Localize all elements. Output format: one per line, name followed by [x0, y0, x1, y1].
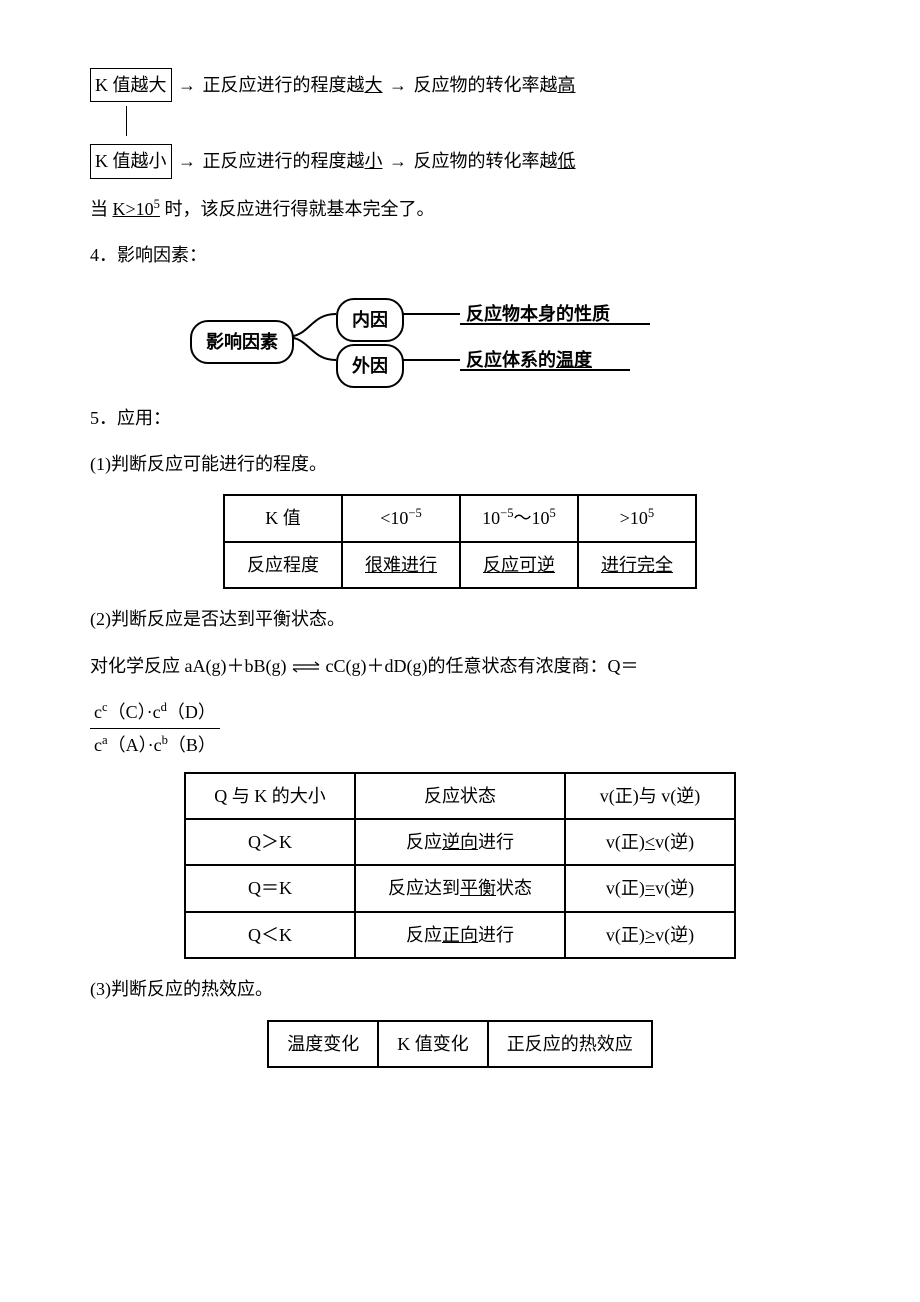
text-underline: 高 [558, 75, 576, 95]
text: 正反应进行的程度越 [203, 75, 365, 95]
text: 对化学反应 aA(g)＋bB(g) [90, 656, 286, 676]
app3-heading: (3)判断反应的热效应。 [90, 973, 830, 1005]
section-4-heading: 4．影响因素： [90, 239, 830, 271]
text-underline: 小 [365, 151, 383, 171]
cell: 很难进行 [342, 542, 460, 588]
section-5-heading: 5．应用： [90, 402, 830, 434]
cell: 反应达到平衡状态 [355, 865, 565, 911]
heat-effect-table: 温度变化 K 值变化 正反应的热效应 [267, 1020, 653, 1068]
cell: Q＞K [185, 819, 355, 865]
app2-heading: (2)判断反应是否达到平衡状态。 [90, 603, 830, 635]
cell: 反应程度 [224, 542, 342, 588]
cell: <10−5 [342, 495, 460, 541]
factor-inner-pill: 内因 [336, 298, 404, 342]
table-row: Q＞K 反应逆向进行 v(正)<v(逆) [185, 819, 735, 865]
cell: 反应正向进行 [355, 912, 565, 958]
header-cell: Q 与 K 的大小 [185, 773, 355, 819]
text-underline: 温度 [556, 350, 592, 370]
k-threshold-sentence: 当 K>105 时，该反应进行得就基本完全了。 [90, 193, 830, 225]
fraction-numerator: cc（C）·cd（D） [90, 696, 220, 729]
vertical-connector [90, 106, 830, 136]
text: 时，该反应进行得就基本完全了。 [160, 199, 435, 219]
text: 反应物的转化率越 [414, 75, 558, 95]
table-row: 温度变化 K 值变化 正反应的热效应 [268, 1021, 652, 1067]
k-range-table: K 值 <10−5 10−5～105 >105 反应程度 很难进行 反应可逆 进… [223, 494, 697, 589]
header-cell: 温度变化 [268, 1021, 378, 1067]
fraction-denominator: ca（A）·cb（B） [90, 729, 220, 761]
factor-inner-label: 反应物本身的性质 [466, 298, 610, 330]
text: 反应体系的 [466, 350, 556, 370]
q-k-table: Q 与 K 的大小 反应状态 v(正)与 v(逆) Q＞K 反应逆向进行 v(正… [184, 772, 736, 960]
arrow-icon: → [176, 145, 198, 177]
arrow-icon: → [387, 69, 409, 101]
equilibrium-arrow-icon [291, 660, 321, 674]
table-row: 反应程度 很难进行 反应可逆 进行完全 [224, 542, 696, 588]
k-small-box: K 值越小 [90, 144, 172, 178]
factor-outer-pill: 外因 [336, 344, 404, 388]
header-cell: v(正)与 v(逆) [565, 773, 735, 819]
cell: 10−5～105 [460, 495, 578, 541]
k-large-line: K 值越大 → 正反应进行的程度越大 → 反应物的转化率越高 [90, 68, 830, 102]
k-small-line: K 值越小 → 正反应进行的程度越小 → 反应物的转化率越低 [90, 144, 830, 178]
text: 反应物的转化率越 [414, 151, 558, 171]
header-cell: 反应状态 [355, 773, 565, 819]
text: cC(g)＋dD(g)的任意状态有浓度商：Q＝ [325, 656, 638, 676]
app1-heading: (1)判断反应可能进行的程度。 [90, 448, 830, 480]
arrow-icon: → [176, 69, 198, 101]
cell: v(正)<v(逆) [565, 819, 735, 865]
text: 正反应进行的程度越 [203, 151, 365, 171]
table-row: Q＜K 反应正向进行 v(正)>v(逆) [185, 912, 735, 958]
cell: v(正)=v(逆) [565, 865, 735, 911]
cell: Q＝K [185, 865, 355, 911]
k-large-box: K 值越大 [90, 68, 172, 102]
cell: 反应可逆 [460, 542, 578, 588]
text-underline: 低 [558, 151, 576, 171]
table-row: K 值 <10−5 10−5～105 >105 [224, 495, 696, 541]
factor-diagram: 影响因素 内因 外因 反应物本身的性质 反应体系的温度 [190, 292, 830, 382]
cell: v(正)>v(逆) [565, 912, 735, 958]
text: 当 [90, 199, 113, 219]
reaction-equation: 对化学反应 aA(g)＋bB(g) cC(g)＋dD(g)的任意状态有浓度商：Q… [90, 650, 830, 682]
factor-root-pill: 影响因素 [190, 320, 294, 364]
table-row: Q 与 K 的大小 反应状态 v(正)与 v(逆) [185, 773, 735, 819]
q-fraction: cc（C）·cd（D） ca（A）·cb（B） [90, 696, 830, 762]
cell: 进行完全 [578, 542, 696, 588]
factor-outer-label: 反应体系的温度 [466, 344, 592, 376]
header-cell: K 值变化 [378, 1021, 488, 1067]
cell: K 值 [224, 495, 342, 541]
table-row: Q＝K 反应达到平衡状态 v(正)=v(逆) [185, 865, 735, 911]
text-underline: 大 [365, 75, 383, 95]
arrow-icon: → [387, 145, 409, 177]
text-underline: K>105 [113, 199, 160, 219]
cell: Q＜K [185, 912, 355, 958]
header-cell: 正反应的热效应 [488, 1021, 652, 1067]
cell: 反应逆向进行 [355, 819, 565, 865]
cell: >105 [578, 495, 696, 541]
